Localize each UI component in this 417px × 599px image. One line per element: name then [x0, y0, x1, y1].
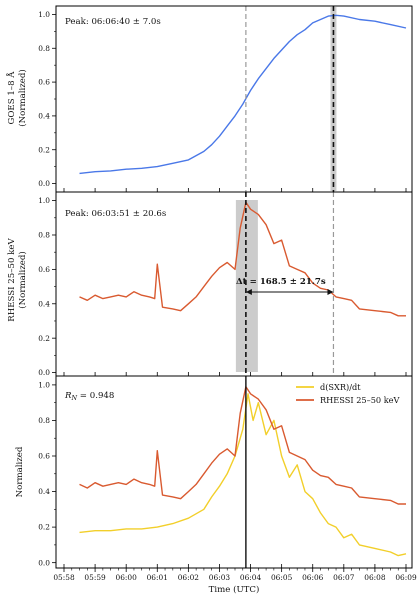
correlation-symbol: R	[64, 391, 72, 401]
series-line-0-0	[79, 14, 407, 175]
delta-t-arrow-head-right	[327, 289, 334, 295]
panel-compare-xticks: 05:58 05:59 06:00 06:01 06:02 06:03 06:04 06:05…	[53, 568, 417, 582]
legend-label-rhessi: RHESSI 25–50 keV	[320, 395, 401, 405]
delta-t-arrow-head-left	[245, 289, 252, 295]
xtick-label: 06:03	[209, 573, 231, 582]
rhessi-ylabel-line2: (Normalized)	[17, 251, 28, 308]
panel-compare: 0.00.20.40.60.81.0 05:58 05:59 06:00 06:01 0…	[15, 376, 417, 595]
ytick-label: 0.2	[38, 523, 50, 532]
panel-goes: 0.0 0.2 0.4 0.6 0.8 1.0 Peak: 06:06:40 ± 7.0s…	[5, 6, 407, 192]
ytick-label: 0.0	[38, 558, 50, 567]
xtick-label: 05:59	[84, 573, 106, 582]
rhessi-ylabel-line1: RHESSI 25–50 keV	[7, 238, 17, 322]
ytick-label: 0.6	[38, 265, 50, 274]
xtick-label: 06:06	[302, 573, 324, 582]
ytick-label: 0.4	[38, 487, 50, 496]
panel-goes-yticks: 0.0 0.2 0.4 0.6 0.8 1.0	[38, 10, 407, 192]
panel-rhessi-lines	[79, 201, 406, 317]
panel-rhessi-yticks: 0.0 0.2 0.4 0.6 0.8 1.0	[38, 196, 407, 377]
ytick-label: 0.4	[38, 112, 50, 121]
panel-rhessi-vlines	[245, 192, 335, 376]
ytick-label: 1.0	[38, 196, 50, 205]
ytick-label: 0.8	[38, 231, 50, 240]
panel-goes-vlines	[245, 6, 335, 192]
correlation-annotation: RN = 0.948	[64, 391, 114, 402]
series-line-2-1	[79, 386, 406, 505]
x-axis-label: Time (UTC)	[209, 584, 260, 595]
xtick-label: 06:04	[240, 573, 262, 582]
ytick-label: 0.0	[38, 368, 50, 377]
panel-goes-frame	[55, 5, 413, 193]
xtick-label: 06:01	[147, 573, 168, 582]
xtick-label: 06:02	[178, 573, 199, 582]
ytick-label: 0.0	[38, 179, 50, 188]
ytick-label: 1.0	[38, 10, 50, 19]
xtick-label: 05:58	[53, 573, 75, 582]
panel-compare-lines	[79, 376, 407, 568]
legend-label-dsxr: d(SXR)/dt	[320, 382, 361, 392]
ytick-label: 0.4	[38, 299, 50, 308]
xtick-label: 06:05	[271, 573, 293, 582]
delta-t-arrow	[245, 289, 334, 295]
correlation-value: = 0.948	[77, 391, 114, 401]
goes-peak-annotation: Peak: 06:06:40 ± 7.0s	[65, 17, 161, 27]
goes-ylabel-line2: (Normalized)	[17, 69, 28, 126]
xtick-label: 06:07	[333, 573, 355, 582]
xtick-label: 06:09	[395, 573, 417, 582]
panel-rhessi: 0.0 0.2 0.4 0.6 0.8 1.0 Peak: 06:03:51 ± 20.6…	[7, 192, 407, 377]
rhessi-peak-uncertainty-band	[235, 200, 258, 372]
panel-rhessi-frame	[55, 191, 413, 377]
delta-t-label: Δt = 168.5 ± 21.7s	[236, 277, 326, 287]
xtick-label: 06:00	[116, 573, 138, 582]
panel-compare-yticks: 0.0 0.2 0.4 0.6 0.8 1.0	[38, 380, 407, 568]
panel-compare-frame	[55, 375, 413, 569]
panel-goes-lines	[79, 14, 407, 175]
series-line-1-0	[79, 201, 406, 317]
ytick-label: 0.8	[38, 44, 50, 53]
correlation-subscript: N	[70, 394, 77, 402]
legend: d(SXR)/dt RHESSI 25–50 keV	[296, 382, 401, 405]
xtick-label: 06:08	[364, 573, 386, 582]
rhessi-peak-annotation: Peak: 06:03:51 ± 20.6s	[65, 209, 166, 219]
ytick-label: 0.8	[38, 416, 50, 425]
ytick-label: 0.2	[38, 145, 50, 154]
ytick-label: 0.2	[38, 334, 50, 343]
panel-rhessi-band	[235, 200, 258, 372]
goes-ylabel-line1: GOES 1–8 Å	[5, 71, 17, 125]
ytick-label: 0.6	[38, 452, 50, 461]
compare-ylabel: Normalized	[15, 446, 25, 497]
ytick-label: 1.0	[38, 380, 50, 389]
series-line-2-0	[79, 393, 407, 557]
ytick-label: 0.6	[38, 78, 50, 87]
